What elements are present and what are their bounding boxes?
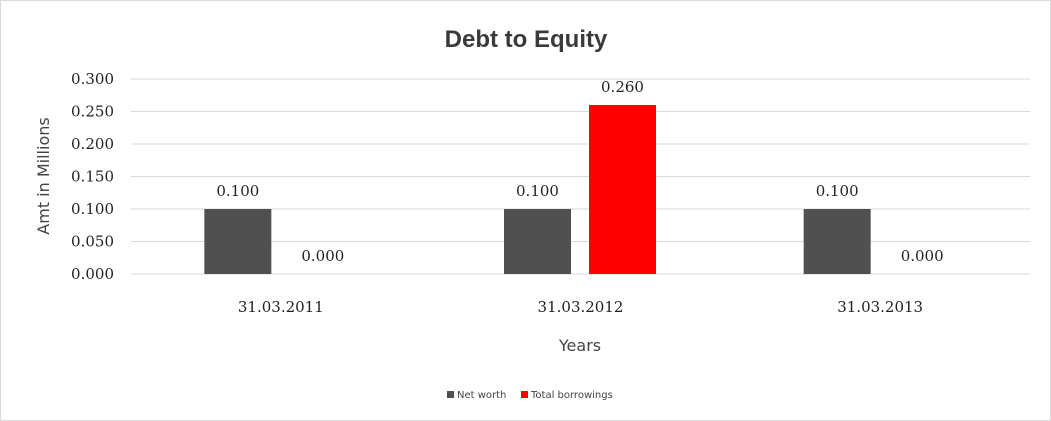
data-label: 0.260 xyxy=(601,78,644,96)
y-axis-label: Amt in Millions xyxy=(34,117,53,234)
chart-title: Debt to Equity xyxy=(445,26,608,53)
y-tick-label: 0.150 xyxy=(71,168,114,186)
x-axis-label: Years xyxy=(558,336,601,355)
y-tick-label: 0.000 xyxy=(71,265,114,283)
data-label: 0.100 xyxy=(816,182,859,200)
data-label: 0.100 xyxy=(516,182,559,200)
y-tick-label: 0.300 xyxy=(71,70,114,88)
y-tick-label: 0.250 xyxy=(71,103,114,121)
bar-net-worth xyxy=(204,209,272,274)
bar-net-worth xyxy=(803,209,871,274)
legend-swatch xyxy=(521,391,528,398)
y-tick-label: 0.050 xyxy=(71,233,114,251)
y-tick-label: 0.100 xyxy=(71,200,114,218)
data-label: 0.000 xyxy=(901,247,944,265)
bar-total-borrowings xyxy=(589,105,656,274)
legend-label: Total borrowings xyxy=(530,390,613,401)
bar-net-worth xyxy=(504,209,571,274)
y-tick-label: 0.200 xyxy=(71,135,114,153)
x-tick-label: 31.03.2012 xyxy=(538,298,624,316)
data-label: 0.100 xyxy=(216,182,259,200)
legend-label: Net worth xyxy=(457,390,506,401)
legend-swatch xyxy=(447,391,454,398)
data-label: 0.000 xyxy=(301,247,344,265)
x-tick-label: 31.03.2013 xyxy=(837,298,923,316)
x-tick-label: 31.03.2011 xyxy=(238,298,324,316)
